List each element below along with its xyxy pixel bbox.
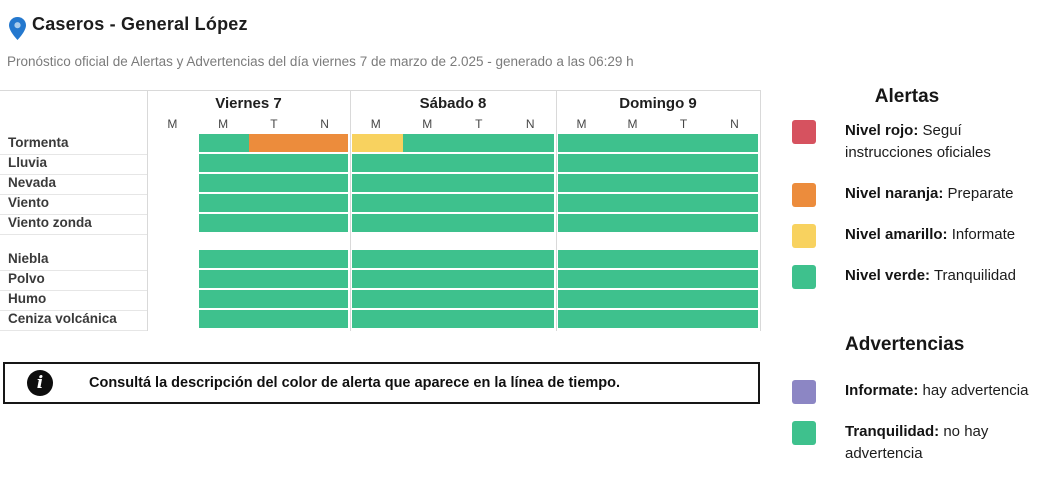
- timeline-bar-segment[interactable]: [352, 134, 403, 152]
- verde-swatch-icon: [792, 421, 816, 445]
- timeline-bar-segment[interactable]: [558, 250, 758, 268]
- timeline-row-label: Tormenta: [8, 135, 69, 150]
- row-separator-line: [0, 174, 147, 175]
- row-separator-line: [0, 330, 147, 331]
- timeline-bar-segment[interactable]: [352, 214, 554, 232]
- timeline-bar-segment[interactable]: [248, 134, 348, 152]
- period-label: M: [167, 117, 178, 131]
- timeline-row-label: Viento: [8, 195, 50, 210]
- timeline-bar-segment[interactable]: [352, 250, 554, 268]
- period-label: M: [218, 117, 229, 131]
- page-title: Caseros - General López: [32, 14, 248, 34]
- row-separator-line: [0, 270, 147, 271]
- grid-top-border: [0, 90, 761, 91]
- timeline-bar-segment[interactable]: [198, 194, 348, 212]
- informate-swatch-icon: [792, 380, 816, 404]
- timeline-bar-segment[interactable]: [352, 174, 554, 192]
- warning-legend-text: Informate: hay advertencia: [845, 382, 1029, 399]
- row-separator-line: [0, 310, 147, 311]
- period-label: M: [422, 117, 433, 131]
- period-label: N: [730, 117, 739, 131]
- row-separator-line: [0, 154, 147, 155]
- legend-panel: Alertas Nivel rojo: Seguí instrucciones …: [780, 84, 1042, 465]
- alerts-legend-title: Alertas: [874, 86, 940, 107]
- timeline-bar-segment[interactable]: [352, 290, 554, 308]
- timeline-bar-segment[interactable]: [198, 250, 348, 268]
- period-label: N: [320, 117, 329, 131]
- warnings-legend-title: Advertencias: [845, 334, 965, 355]
- timeline-bar-segment[interactable]: [352, 194, 554, 212]
- timeline-bar-segment[interactable]: [198, 174, 348, 192]
- period-label: M: [627, 117, 638, 131]
- notice-text: Consultá la descripción del color de ale…: [89, 375, 621, 391]
- timeline-bar-segment[interactable]: [558, 154, 758, 172]
- timeline-row-label: Nevada: [8, 175, 57, 190]
- day-separator-line: [350, 90, 351, 331]
- alert-legend-text: Nivel naranja: Preparate: [845, 185, 1014, 202]
- row-separator-line: [0, 214, 147, 215]
- timeline-bar-segment[interactable]: [558, 134, 758, 152]
- alert-legend-text: Nivel rojo: Seguí instrucciones oficiale…: [845, 122, 991, 161]
- timeline-bar-segment[interactable]: [198, 134, 249, 152]
- day-header: Viernes 7: [215, 95, 282, 112]
- period-label: M: [576, 117, 587, 131]
- alert-legend-item: Nivel rojo: Seguí instrucciones oficiale…: [780, 120, 1042, 164]
- alert-legend-item: Nivel amarillo: Informate: [780, 224, 1042, 248]
- warnings-legend: Informate: hay advertencia Tranquilidad: …: [780, 380, 1042, 465]
- day-separator-line: [147, 90, 148, 331]
- timeline-bar-segment[interactable]: [198, 154, 348, 172]
- timeline-bar-segment[interactable]: [558, 214, 758, 232]
- row-separator-line: [0, 194, 147, 195]
- warning-legend-text: Tranquilidad: no hay advertencia: [845, 423, 989, 462]
- timeline-bar-segment[interactable]: [198, 290, 348, 308]
- timeline-bar-segment[interactable]: [352, 154, 554, 172]
- alerts-legend: Nivel rojo: Seguí instrucciones oficiale…: [780, 120, 1042, 289]
- alert-legend-text: Nivel amarillo: Informate: [845, 226, 1016, 243]
- row-separator-line: [0, 234, 147, 235]
- row-separator-line: [0, 290, 147, 291]
- alert-legend-item: Nivel verde: Tranquilidad: [780, 265, 1042, 289]
- period-label: T: [270, 117, 278, 131]
- timeline-row-label: Lluvia: [8, 155, 48, 170]
- timeline-row-label: Humo: [8, 291, 47, 306]
- timeline-row-label: Ceniza volcánica: [8, 311, 117, 326]
- timeline-row-label: Niebla: [8, 251, 49, 266]
- timeline-bar-segment[interactable]: [558, 194, 758, 212]
- timeline-bar-segment[interactable]: [198, 270, 348, 288]
- day-header: Sábado 8: [419, 95, 487, 112]
- alert-legend-text: Nivel verde: Tranquilidad: [845, 267, 1016, 284]
- location-pin-icon: [9, 17, 26, 40]
- amarillo-swatch-icon: [792, 224, 816, 248]
- day-header: Domingo 9: [619, 95, 697, 112]
- period-label: N: [525, 117, 535, 131]
- alert-legend-item: Nivel naranja: Preparate: [780, 183, 1042, 207]
- timeline-bar-segment[interactable]: [558, 174, 758, 192]
- period-label: T: [679, 117, 688, 131]
- forecast-subtitle: Pronóstico oficial de Alertas y Adverten…: [7, 54, 634, 69]
- timeline-bar-segment[interactable]: [198, 214, 348, 232]
- naranja-swatch-icon: [792, 183, 816, 207]
- rojo-swatch-icon: [792, 120, 816, 144]
- timeline-bar-segment[interactable]: [352, 310, 554, 328]
- info-icon: i: [27, 370, 53, 396]
- notice-box: i Consultá la descripción del color de a…: [3, 362, 760, 404]
- day-separator-line: [760, 90, 761, 331]
- timeline-bar-segment[interactable]: [558, 270, 758, 288]
- day-separator-line: [556, 90, 557, 331]
- timeline-row-label: Viento zonda: [8, 215, 92, 230]
- warning-legend-item: Tranquilidad: no hay advertencia: [780, 421, 1042, 465]
- timeline-row-label: Polvo: [8, 271, 45, 286]
- timeline-bar-segment[interactable]: [558, 310, 758, 328]
- timeline-bar-segment[interactable]: [352, 270, 554, 288]
- timeline-bar-segment[interactable]: [402, 134, 554, 152]
- warning-legend-item: Informate: hay advertencia: [780, 380, 1042, 404]
- timeline-bar-segment[interactable]: [558, 290, 758, 308]
- period-label: T: [475, 117, 483, 131]
- verde-swatch-icon: [792, 265, 816, 289]
- timeline-bar-segment[interactable]: [198, 310, 348, 328]
- period-label: M: [370, 117, 381, 131]
